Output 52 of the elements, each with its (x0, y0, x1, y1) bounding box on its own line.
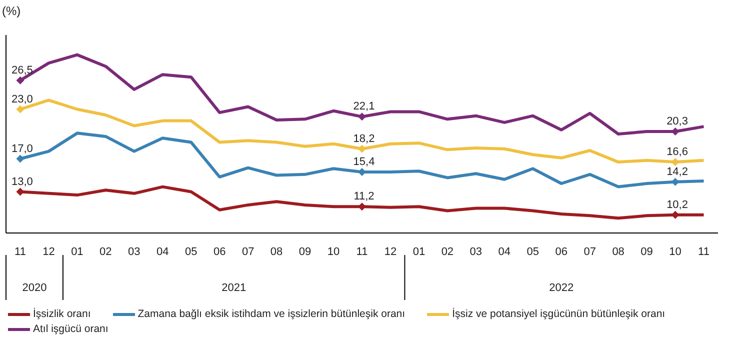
x-tick-label: 11 (356, 246, 368, 258)
x-tick-label: 09 (640, 246, 653, 258)
x-tick-label: 07 (584, 246, 596, 258)
x-tick-label: 05 (526, 246, 540, 258)
data-label: 26,5 (12, 64, 33, 76)
x-tick-label: 03 (128, 246, 140, 258)
point (358, 202, 366, 211)
data-label: 20,3 (666, 116, 688, 128)
point (671, 158, 680, 166)
x-tick-label: 04 (156, 246, 169, 258)
x-tick-label: 01 (71, 246, 84, 258)
x-tick-label: 02 (441, 246, 454, 258)
data-label: 16,6 (666, 146, 688, 158)
x-tick-label: 04 (498, 246, 511, 258)
data-label: 18,2 (353, 132, 375, 145)
x-tick-label: 12 (42, 246, 55, 258)
point (358, 144, 366, 153)
x-tick-label: 05 (184, 246, 198, 258)
point (16, 154, 24, 163)
text: 2021 (222, 282, 246, 294)
point (16, 76, 24, 84)
legend-label: İşsizlik oranı (33, 308, 91, 320)
x-tick-label: 03 (470, 246, 482, 258)
x-tick-label: 08 (270, 246, 283, 258)
x-tick-label: 11 (14, 246, 26, 258)
data-label: 10,2 (666, 198, 688, 211)
data-label: 22,1 (353, 100, 375, 113)
x-tick-label: 11 (698, 246, 710, 258)
data-label: 13,0 (12, 176, 33, 188)
text: 2020 (22, 282, 47, 294)
x-tick-label: 06 (555, 246, 568, 258)
x-tick-label: 08 (612, 246, 624, 258)
x-tick-label: 10 (669, 246, 682, 258)
data-label: 23,0 (12, 93, 33, 106)
data-label: 17,0 (12, 142, 33, 155)
x-tick-label: 07 (242, 246, 254, 258)
point (358, 112, 366, 121)
legend-label: İşsiz ve potansiyel işgücünün bütünleşik oranı (452, 308, 666, 320)
data-label: 14,2 (666, 166, 688, 178)
text: 2022 (549, 282, 574, 294)
x-tick-label: 12 (384, 246, 397, 258)
x-tick-label: 01 (412, 246, 426, 258)
point (16, 105, 24, 114)
y-axis-title: (%) (2, 4, 21, 18)
x-tick-label: 09 (298, 246, 312, 258)
data-label: 15,4 (353, 156, 375, 168)
x-tick-label: 06 (213, 246, 226, 258)
legend-label: Atıl işgücü oranı (33, 323, 108, 335)
x-tick-label: 02 (100, 246, 112, 258)
data-label: 11,2 (354, 190, 374, 203)
legend-label: Zamana bağlı eksik istihdam ve işsizlerin bütünleşik oranı (138, 308, 406, 320)
x-tick-label: 10 (327, 246, 340, 258)
